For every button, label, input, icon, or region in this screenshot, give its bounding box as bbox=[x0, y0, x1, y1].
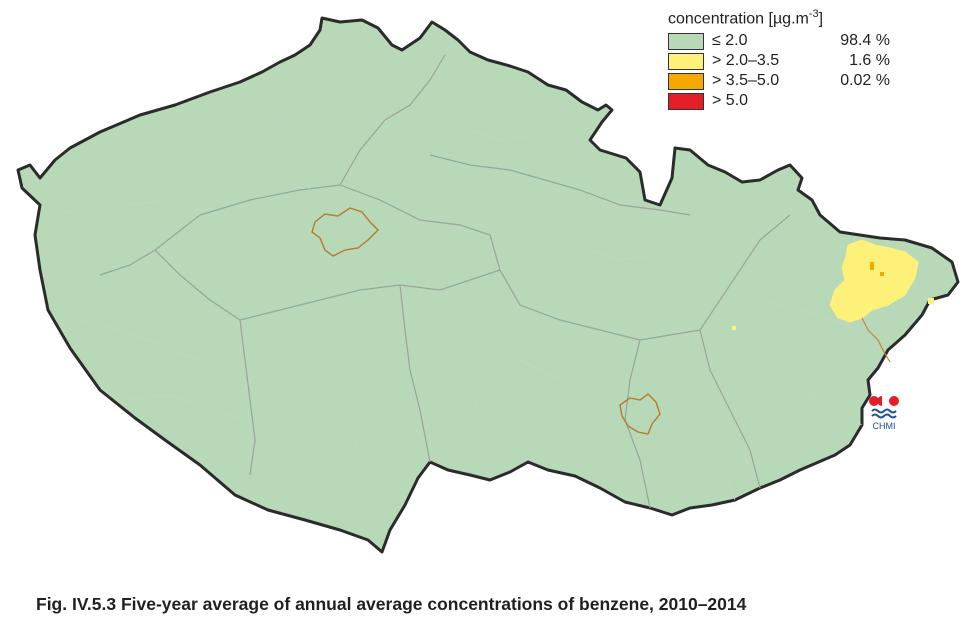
legend-swatch bbox=[668, 32, 704, 50]
country-outline bbox=[16, 16, 960, 554]
legend-label: > 5.0 bbox=[712, 92, 749, 110]
legend-item: > 5.0 bbox=[668, 91, 928, 111]
district-boundaries bbox=[59, 99, 863, 501]
prague-outline bbox=[311, 207, 379, 257]
legend-percent: 0.02 % bbox=[840, 72, 890, 90]
legend-label: ≤ 2.0 bbox=[712, 32, 748, 50]
legend-percent: 98.4 % bbox=[840, 32, 890, 50]
hotspot-cell-orange bbox=[870, 262, 874, 270]
hotspot-cell bbox=[732, 326, 736, 330]
legend-item: > 2.0–3.5 1.6 % bbox=[668, 51, 928, 71]
legend-item: > 3.5–5.0 0.02 % bbox=[668, 71, 928, 91]
legend-title: concentration [µg.m-3] bbox=[668, 8, 824, 28]
river-line bbox=[861, 317, 891, 363]
hotspot-region bbox=[829, 239, 919, 323]
map-canvas bbox=[16, 16, 960, 554]
legend-percent: 1.6 % bbox=[849, 52, 890, 70]
map-legend: concentration [µg.m-3] ≤ 2.0 98.4 % > 2.… bbox=[668, 4, 928, 111]
chmi-logo-icon: CHMI bbox=[866, 393, 902, 433]
legend-swatch bbox=[668, 92, 704, 110]
hotspot-cell-orange bbox=[880, 272, 884, 276]
legend-item: ≤ 2.0 98.4 % bbox=[668, 31, 928, 51]
chmi-emblem-icon bbox=[869, 396, 899, 419]
legend-swatch bbox=[668, 52, 704, 70]
legend-label: > 2.0–3.5 bbox=[712, 52, 780, 70]
brno-outline bbox=[619, 393, 661, 435]
legend-label: > 3.5–5.0 bbox=[712, 72, 780, 90]
chmi-logo-text: CHMI bbox=[872, 421, 896, 431]
hotspot-cell bbox=[928, 298, 934, 304]
figure-caption: Fig. IV.5.3 Five-year average of annual … bbox=[36, 594, 747, 614]
legend-swatch bbox=[668, 72, 704, 90]
